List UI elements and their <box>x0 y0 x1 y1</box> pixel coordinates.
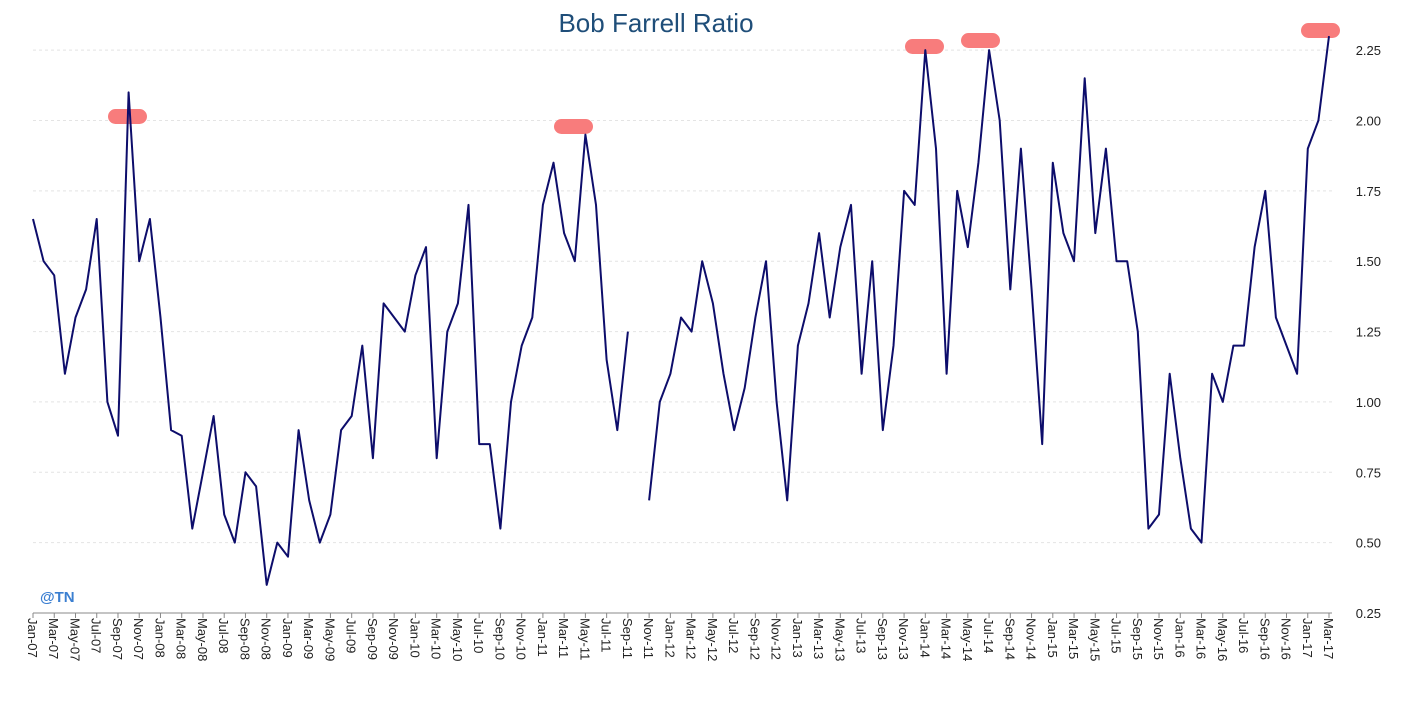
peak-highlights <box>108 23 1340 134</box>
x-tick-label: Jul-07 <box>89 618 104 653</box>
x-tick-label: May-13 <box>832 618 847 661</box>
x-tick-label: Jul-13 <box>854 618 869 653</box>
x-tick-label: May-15 <box>1087 618 1102 661</box>
x-tick-label: Nov-10 <box>514 618 529 660</box>
y-tick-label: 1.00 <box>1356 395 1381 410</box>
x-tick-label: Sep-07 <box>110 618 125 660</box>
y-tick-label: 1.50 <box>1356 254 1381 269</box>
x-tick-label: Mar-08 <box>174 618 189 659</box>
x-tick-label: Mar-12 <box>684 618 699 659</box>
x-tick-label: Jul-09 <box>344 618 359 653</box>
x-tick-label: Nov-16 <box>1279 618 1294 660</box>
x-tick-label: Jan-07 <box>25 618 40 658</box>
watermark: @TN <box>40 589 75 606</box>
y-tick-label: 0.75 <box>1356 465 1381 480</box>
x-tick-label: Nov-07 <box>131 618 146 660</box>
x-tick-label: Sep-08 <box>237 618 252 660</box>
y-tick-label: 2.00 <box>1356 114 1381 129</box>
x-tick-label: Sep-09 <box>365 618 380 660</box>
x-tick-label: Jul-12 <box>726 618 741 653</box>
x-tick-label: Jan-09 <box>280 618 295 658</box>
x-tick-label: Mar-14 <box>939 618 954 659</box>
x-tick-label: Sep-12 <box>747 618 762 660</box>
x-tick-label: Jul-15 <box>1109 618 1124 653</box>
line-series <box>32 35 1330 586</box>
x-tick-label: Jan-10 <box>407 618 422 658</box>
peak-highlight <box>905 39 944 54</box>
x-tick-label: Sep-15 <box>1130 618 1145 660</box>
x-tick-label: Jan-08 <box>152 618 167 658</box>
x-tick-label: Mar-07 <box>46 618 61 659</box>
x-tick-label: Nov-14 <box>1024 618 1039 660</box>
y-tick-label: 0.25 <box>1356 606 1381 621</box>
y-tick-label: 1.25 <box>1356 325 1381 340</box>
x-tick-label: Nov-15 <box>1151 618 1166 660</box>
x-tick-label: Nov-12 <box>769 618 784 660</box>
x-tick-label: Jan-13 <box>790 618 805 658</box>
x-tick-label: Mar-15 <box>1066 618 1081 659</box>
x-tick-label: Sep-13 <box>875 618 890 660</box>
y-tick-label: 1.75 <box>1356 184 1381 199</box>
x-tick-label: Sep-16 <box>1257 618 1272 660</box>
x-tick-label: Jul-14 <box>981 618 996 653</box>
peak-highlight <box>1301 23 1340 38</box>
x-tick-label: Jul-16 <box>1236 618 1251 653</box>
peak-highlight <box>554 119 593 134</box>
chart-title: Bob Farrell Ratio <box>558 8 753 38</box>
x-tick-label: Jan-14 <box>917 618 932 658</box>
x-tick-label: Jul-11 <box>599 618 614 652</box>
x-tick-label: Mar-13 <box>811 618 826 659</box>
x-tick-label: Sep-11 <box>620 618 635 659</box>
x-tick-label: May-16 <box>1215 618 1230 661</box>
y-tick-label: 2.25 <box>1356 43 1381 58</box>
x-tick-label: May-14 <box>960 618 975 661</box>
x-tick-label: Sep-10 <box>492 618 507 660</box>
x-tick-label: May-10 <box>450 618 465 661</box>
x-tick-label: Mar-17 <box>1321 618 1336 659</box>
x-tick-label: Mar-10 <box>429 618 444 659</box>
peak-highlight <box>961 33 1000 48</box>
x-tick-label: Jan-15 <box>1045 618 1060 658</box>
x-tick-label: Nov-08 <box>259 618 274 660</box>
x-tick-label: Nov-09 <box>386 618 401 660</box>
x-tick-label: Jan-12 <box>662 618 677 658</box>
x-tick-label: Mar-11 <box>556 618 571 658</box>
x-tick-label: May-08 <box>195 618 210 661</box>
x-tick-label: Mar-09 <box>301 618 316 659</box>
x-tick-label: May-09 <box>322 618 337 661</box>
x-tick-label: Jan-16 <box>1172 618 1187 658</box>
x-tick-label: May-11 <box>577 618 592 660</box>
x-tick-label: Jan-11 <box>535 618 550 657</box>
x-tick-label: Jul-10 <box>471 618 486 653</box>
x-tick-label: Nov-11 <box>641 618 656 659</box>
y-tick-label: 0.50 <box>1356 536 1381 551</box>
grid <box>33 49 1335 614</box>
x-tick-label: Jan-17 <box>1300 618 1315 658</box>
x-tick-label: Mar-16 <box>1194 618 1209 659</box>
x-tick-label: May-07 <box>67 618 82 661</box>
x-tick-label: Sep-14 <box>1002 618 1017 660</box>
x-tick-label: Jul-08 <box>216 618 231 653</box>
x-tick-label: Nov-13 <box>896 618 911 660</box>
x-tick-label: May-12 <box>705 618 720 661</box>
